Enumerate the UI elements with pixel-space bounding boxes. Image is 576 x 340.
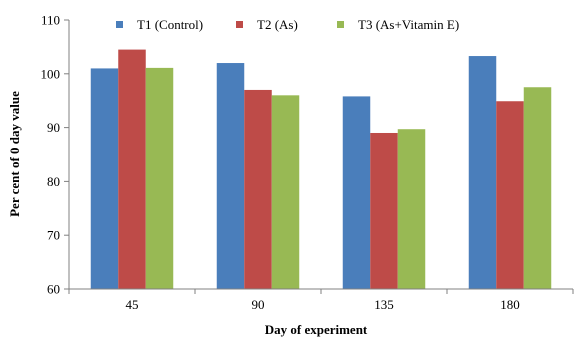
- y-tick-label: 90: [47, 120, 60, 135]
- legend-label: T1 (Control): [137, 17, 203, 32]
- legend-swatch: [116, 21, 123, 28]
- bar-t3-135: [397, 129, 426, 289]
- y-tick-label: 60: [47, 282, 60, 297]
- x-axis-title: Day of experiment: [265, 322, 368, 337]
- bar-series: [90, 49, 552, 290]
- y-tick-label: 70: [47, 228, 60, 243]
- y-tick-label: 110: [41, 13, 60, 28]
- bar-t3-45: [145, 67, 174, 289]
- x-axis-ticks: 45 90 135 180: [68, 289, 574, 312]
- legend-swatch: [236, 21, 243, 28]
- y-tick-label: 100: [41, 66, 61, 81]
- bar-t2-90: [244, 89, 272, 289]
- legend-label: T2 (As): [257, 17, 298, 32]
- y-axis-ticks: 60 70 80 90 100 110: [41, 13, 69, 297]
- x-tick-label: 90: [252, 297, 265, 312]
- x-tick-label: 180: [500, 297, 520, 312]
- bar-t3-90: [271, 95, 300, 289]
- bar-t2-180: [496, 101, 524, 289]
- bar-t1-45: [90, 68, 119, 289]
- legend-label: T3 (As+Vitamin E): [358, 17, 459, 32]
- y-axis-title: Per cent of 0 day value: [7, 91, 22, 217]
- x-tick-label: 135: [374, 297, 394, 312]
- bar-t1-90: [216, 63, 245, 289]
- y-tick-label: 80: [47, 174, 60, 189]
- legend: T1 (Control) T2 (As) T3 (As+Vitamin E): [116, 17, 459, 32]
- bar-t2-45: [118, 49, 146, 290]
- legend-swatch: [337, 21, 344, 28]
- bar-t2-135: [370, 132, 398, 289]
- bar-t1-135: [342, 96, 371, 290]
- bar-t3-180: [523, 87, 552, 289]
- x-tick-label: 45: [126, 297, 139, 312]
- bar-t1-180: [468, 56, 497, 289]
